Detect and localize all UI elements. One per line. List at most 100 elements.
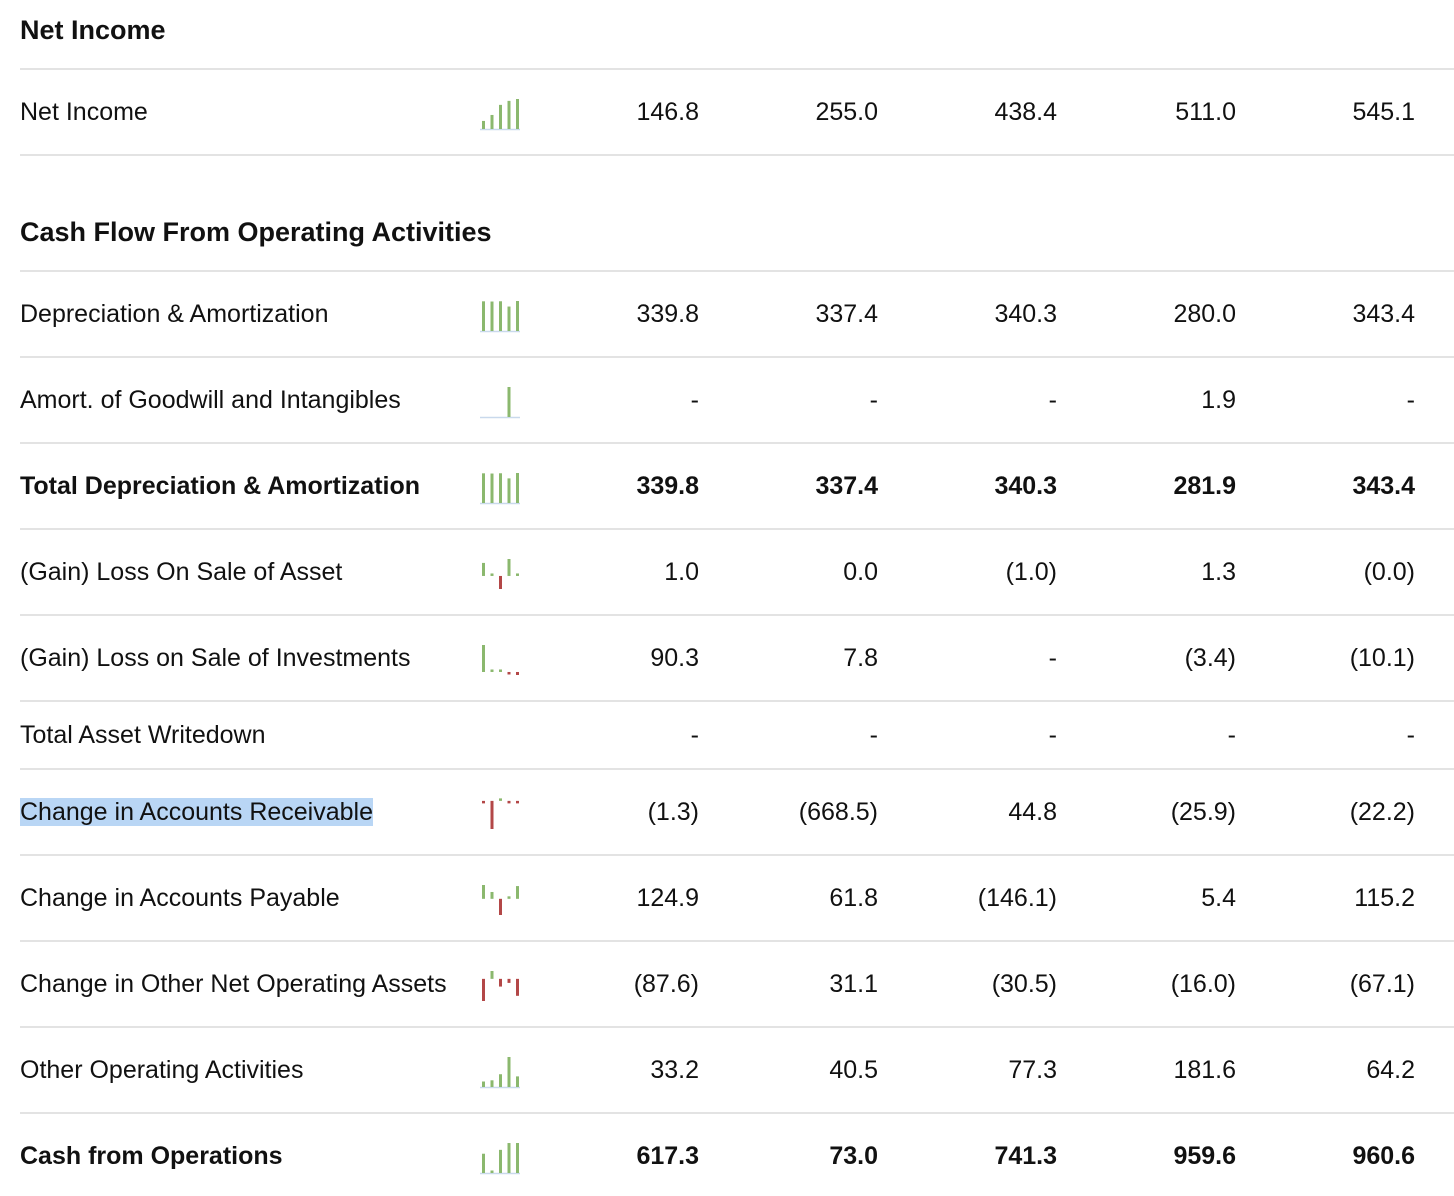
value-cell: 438.4 <box>994 98 1057 126</box>
value-cell: 960.6 <box>1352 1142 1415 1170</box>
value-cell: (668.5) <box>798 798 878 826</box>
value-cell: 343.4 <box>1352 472 1415 500</box>
value-cell: 1.3 <box>1201 558 1236 586</box>
value-cell: (146.1) <box>977 884 1057 912</box>
value-cell: (3.4) <box>1184 644 1236 672</box>
divider <box>20 442 1454 444</box>
value-cell: 343.4 <box>1352 300 1415 328</box>
value-cell: - <box>1227 721 1236 749</box>
row-label: (Gain) Loss On Sale of Asset <box>20 558 343 586</box>
sparkline-bar <box>482 885 485 899</box>
row-label: Total Asset Writedown <box>20 721 266 749</box>
value-cell: 146.8 <box>636 98 699 126</box>
sparkline-bar <box>499 473 502 503</box>
value-cell: 337.4 <box>815 300 878 328</box>
row-label: Depreciation & Amortization <box>20 300 329 328</box>
value-cell: 511.0 <box>1175 98 1236 126</box>
sparkline-bar <box>507 387 511 417</box>
sparkline-bar <box>490 800 494 829</box>
sparkline-bar <box>482 301 485 331</box>
value-cell: 340.3 <box>994 300 1057 328</box>
sparkline-bar <box>507 896 511 899</box>
section-title-operating-activities: Cash Flow From Operating Activities <box>20 217 492 247</box>
sparkline-bar <box>516 301 519 331</box>
value-cell: - <box>1406 721 1415 749</box>
value-cell: (30.5) <box>991 970 1057 998</box>
value-cell: 281.9 <box>1173 472 1236 500</box>
sparkline-bar <box>490 1080 494 1087</box>
value-cell: - <box>1048 644 1057 672</box>
value-cell: (0.0) <box>1363 558 1415 586</box>
sparkline-chart <box>482 559 519 589</box>
sparkline-chart <box>480 1057 520 1089</box>
value-cell: 1.9 <box>1201 386 1236 414</box>
value-cell: 545.1 <box>1352 98 1415 126</box>
sparkline-chart <box>480 99 520 131</box>
row-label: Net Income <box>20 98 148 126</box>
sparkline-bar <box>507 559 511 576</box>
value-cell: (87.6) <box>633 970 699 998</box>
sparkline-bar <box>499 1074 502 1087</box>
sparkline-bar <box>516 886 519 899</box>
value-cell: (10.1) <box>1349 644 1415 672</box>
sparkline-bar <box>499 798 502 801</box>
sparkline-bar <box>516 671 519 675</box>
value-cell: 340.3 <box>994 472 1057 500</box>
sparkline-bar <box>516 473 519 503</box>
sparkline-chart <box>482 645 519 675</box>
sparkline-chart <box>482 971 519 1001</box>
value-cell: 339.8 <box>636 472 699 500</box>
divider <box>20 270 1454 272</box>
row-label: Change in Accounts Receivable <box>20 797 374 827</box>
value-cell: - <box>869 721 878 749</box>
row-label: Change in Accounts Payable <box>20 884 340 912</box>
row-label: (Gain) Loss on Sale of Investments <box>20 644 411 672</box>
value-cell: 64.2 <box>1366 1056 1415 1084</box>
value-cell: - <box>690 721 699 749</box>
sparkline-bar <box>516 1143 519 1173</box>
divider <box>20 700 1454 702</box>
sparkline-bar <box>516 1076 519 1087</box>
sparkline-bar <box>482 800 485 804</box>
value-cell: 7.8 <box>843 644 878 672</box>
sparkline-bar <box>507 800 511 804</box>
value-cell: 959.6 <box>1173 1142 1236 1170</box>
value-cell: 33.2 <box>650 1056 699 1084</box>
sparkline-bar <box>499 575 502 589</box>
divider <box>20 940 1454 942</box>
sparkline-bar <box>482 978 485 1001</box>
value-cell: 181.6 <box>1173 1056 1236 1084</box>
section-title-net-income: Net Income <box>20 15 166 45</box>
divider <box>20 154 1454 156</box>
sparkline-chart <box>480 301 520 333</box>
sparkline-bar <box>507 978 511 983</box>
row-label: Total Depreciation & Amortization <box>20 472 421 500</box>
divider <box>20 356 1454 358</box>
sparkline-bar <box>516 800 519 804</box>
sparkline-bar <box>507 1057 511 1087</box>
sparkline-bar <box>499 669 502 672</box>
sparkline-bar <box>482 645 485 672</box>
divider <box>20 68 1454 70</box>
value-cell: (25.9) <box>1170 798 1236 826</box>
row-label: Change in Other Net Operating Assets <box>20 970 447 998</box>
divider <box>20 528 1454 530</box>
divider <box>20 768 1454 770</box>
selected-text-highlight[interactable]: Change in Accounts Receivable <box>20 798 374 826</box>
sparkline-chart <box>480 1143 520 1175</box>
value-cell: 0.0 <box>843 558 878 586</box>
sparkline-bar <box>490 891 494 899</box>
value-cell: 339.8 <box>636 300 699 328</box>
value-cell: 73.0 <box>829 1142 878 1170</box>
sparkline-bar <box>482 473 485 503</box>
value-cell: 90.3 <box>650 644 699 672</box>
sparkline-chart <box>480 387 520 419</box>
sparkline-chart <box>480 473 520 505</box>
sparkline-bar <box>507 478 511 503</box>
sparkline-bar <box>516 978 519 996</box>
value-cell: - <box>1406 386 1415 414</box>
row-label: Cash from Operations <box>20 1142 283 1170</box>
sparkline-chart <box>482 885 519 915</box>
sparkline-bar <box>482 1153 485 1173</box>
